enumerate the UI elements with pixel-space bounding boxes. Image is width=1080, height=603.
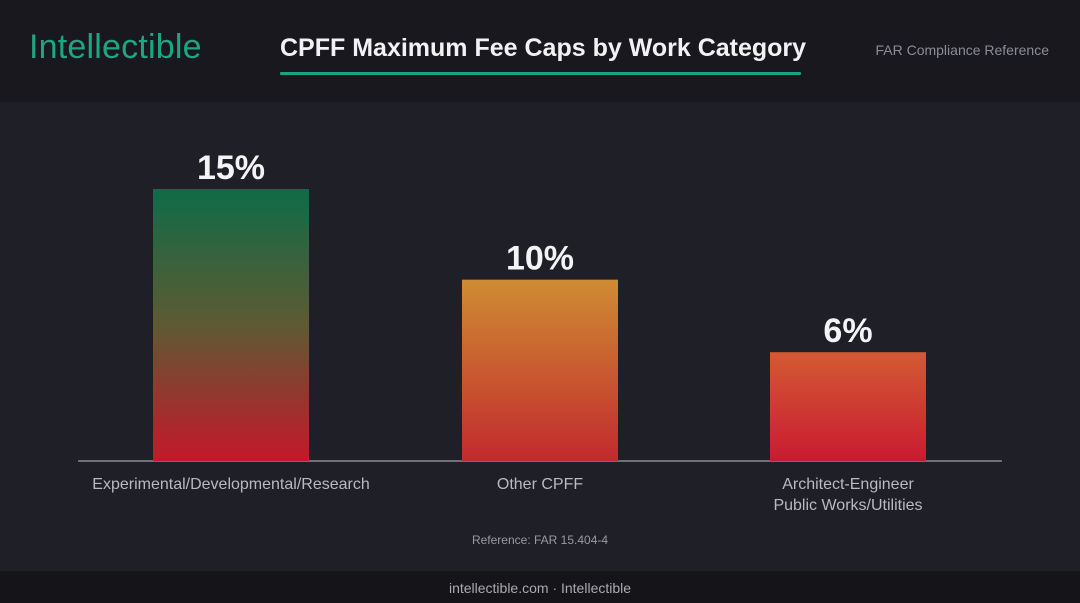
category-label-1-line-1: Experimental/Developmental/Research (92, 476, 369, 493)
category-label-3-line-1: Architect-Engineer (782, 476, 914, 493)
value-label-1: 15% (197, 149, 265, 187)
footer-bar: intellectible.com · Intellectible (0, 571, 1080, 603)
bars-layer (78, 189, 1002, 462)
bar-chart: 15% Experimental/Developmental/Research 10… (78, 149, 1002, 514)
bar-3 (770, 352, 926, 461)
category-label-3-line-2: Public Works/Utilities (773, 497, 922, 514)
bar-1 (153, 189, 309, 461)
value-label-3: 6% (823, 312, 872, 350)
chart-title: CPFF Maximum Fee Caps by Work Category (280, 34, 807, 62)
labels-layer: 15% Experimental/Developmental/Research 10… (92, 149, 922, 514)
header-subtitle: FAR Compliance Reference (875, 42, 1049, 58)
title-underline (280, 72, 801, 75)
value-label-2: 10% (506, 240, 574, 278)
category-label-2-line-1: Other CPFF (497, 476, 583, 493)
bar-2 (462, 279, 618, 461)
footer-text: intellectible.com · Intellectible (448, 580, 632, 596)
reference-note: Reference: FAR 15.404-4 (471, 533, 609, 547)
brand-logo: Intellectible (29, 28, 202, 66)
header-bar: Intellectible CPFF Maximum Fee Caps by W… (0, 0, 1080, 102)
